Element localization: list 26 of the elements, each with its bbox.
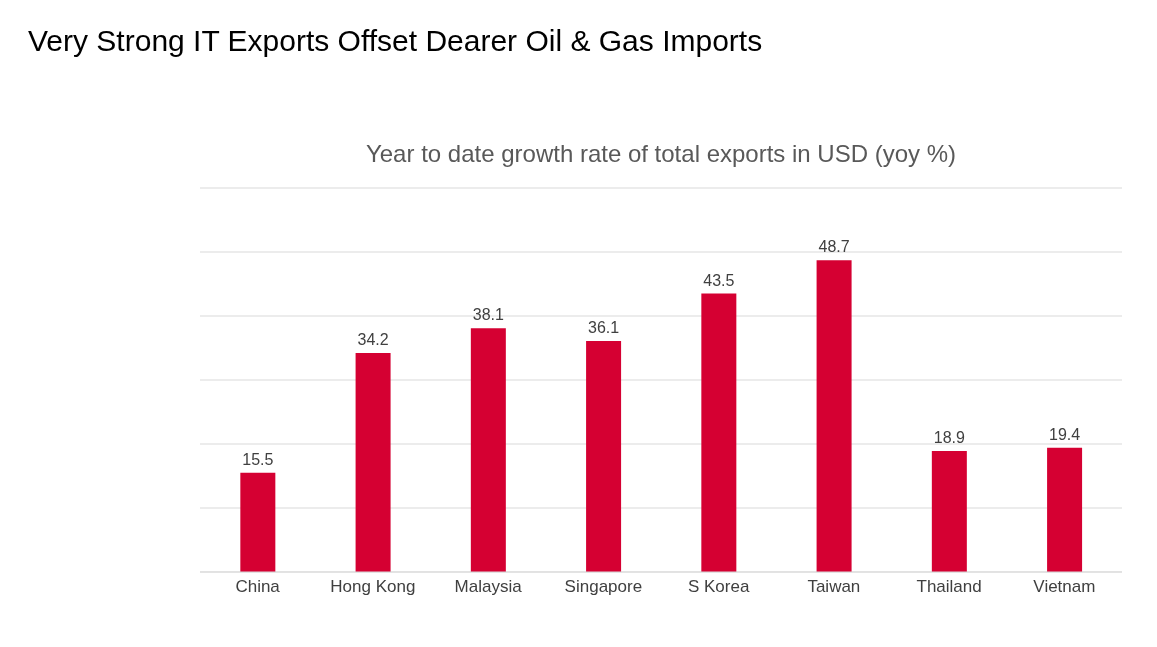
bar [1047,447,1083,572]
x-tick-label: Thailand [916,577,982,597]
chart-subtitle: Year to date growth rate of total exports in USD (yoy %) [364,140,958,168]
bar [931,451,967,572]
bar [470,328,506,572]
bar [701,293,737,572]
data-label: 38.1 [472,306,505,324]
data-label: 34.2 [357,331,389,349]
data-label: 48.7 [818,238,850,256]
x-tick-label: Singapore [564,577,643,597]
bar [586,340,622,572]
x-tick-label: Hong Kong [330,577,416,597]
x-tick-label: S Korea [687,577,750,597]
x-tick-label: Malaysia [454,577,523,597]
x-tick-label: Taiwan [807,577,861,597]
data-label: 19.4 [1049,425,1081,443]
bar [355,353,391,572]
chart-title: Very Strong IT Exports Offset Dearer Oil & Gas Imports [28,24,763,58]
data-label: 18.9 [933,429,966,447]
data-label: 36.1 [588,318,620,336]
data-label: 43.5 [703,271,735,289]
data-label: 15.5 [242,450,274,468]
x-tick-label: China [235,577,281,597]
bar [816,260,852,572]
x-tick-label: Vietnam [1033,577,1096,597]
bar [240,472,276,572]
